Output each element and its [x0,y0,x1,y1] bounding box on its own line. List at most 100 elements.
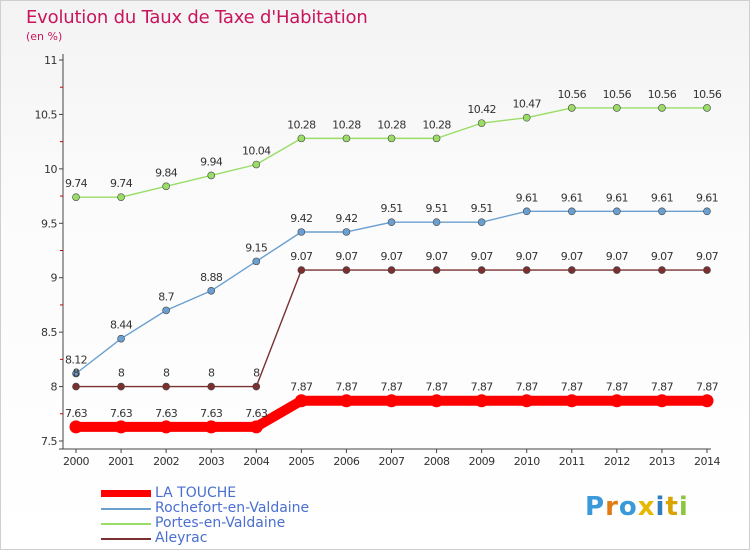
data-label: 9.42 [290,212,312,225]
x-tick-label: 2004 [243,455,269,468]
data-point [297,134,306,143]
y-tick-label: 8 [51,381,58,394]
data-point [162,382,170,391]
data-label: 7.87 [561,381,584,394]
logo-letter: o [618,492,638,522]
data-label: 10.28 [377,118,406,131]
data-label: 9.51 [426,202,448,215]
data-label: 9.51 [380,202,402,215]
data-point [522,266,531,274]
data-label: 7.63 [245,407,268,420]
data-point [162,182,170,191]
data-label: 9.74 [110,177,133,190]
data-point [475,394,489,408]
x-tick-label: 2009 [469,455,495,468]
data-point [522,207,531,216]
data-point [477,119,486,127]
data-label: 7.63 [155,407,178,420]
data-label: 10.56 [603,88,632,101]
data-point [204,420,218,434]
chart-title: Evolution du Taux de Taxe d'Habitation [26,7,368,28]
data-label: 7.87 [335,381,358,394]
x-tick-label: 2003 [198,455,224,468]
data-point [297,228,306,236]
x-tick-label: 2007 [379,455,405,468]
data-label: 8 [73,367,80,380]
y-tick-label: 11 [44,54,57,67]
data-label: 9.61 [561,191,583,204]
proxiti-logo: Proxiti [585,492,689,522]
data-point [385,394,398,408]
data-point [294,394,308,408]
data-label: 9.07 [426,250,449,263]
legend-label: LA TOUCHE [155,485,237,501]
data-point [252,382,261,391]
x-tick-label: 2014 [694,455,720,468]
data-label: 7.87 [651,381,674,394]
data-label: 10.28 [287,118,316,131]
x-tick-label: 2013 [649,455,675,468]
data-label: 9.07 [606,250,629,263]
data-label: 10.56 [558,88,587,101]
data-label: 9.74 [65,177,88,190]
data-label: 7.87 [426,381,449,394]
data-point [477,266,486,274]
data-point [477,218,486,226]
data-point [252,257,261,266]
data-label: 9.07 [471,250,494,263]
data-label: 9.07 [651,250,674,263]
data-point [430,394,444,408]
data-label: 7.87 [471,381,494,394]
data-point [432,218,441,226]
logo-letter: i [655,492,666,522]
y-tick-label: 9.5 [41,217,57,230]
data-label: 7.63 [110,407,133,420]
data-label: 9.61 [606,191,628,204]
data-point [613,266,621,274]
data-point [207,171,216,180]
x-tick-label: 2011 [559,455,585,468]
legend-item: Aleyrac [101,531,309,546]
legend-swatch [101,507,151,510]
data-label: 7.87 [606,381,629,394]
x-tick-label: 2000 [63,455,89,468]
y-tick-label: 10 [44,163,57,176]
data-label: 8.44 [110,319,133,332]
x-tick-label: 2010 [514,455,540,468]
data-point [432,134,441,143]
legend-swatch [101,522,151,525]
y-tick-label: 10.5 [35,108,58,121]
x-tick-label: 2012 [604,455,630,468]
data-label: 9.07 [335,250,358,263]
data-point [610,394,624,408]
data-point [114,420,128,434]
data-point [342,266,351,274]
data-label: 7.63 [65,407,88,420]
data-label: 9.07 [380,250,403,263]
data-label: 8 [253,367,260,380]
chart-subtitle: (en %) [26,30,63,43]
data-label: 10.42 [467,103,496,116]
data-label: 9.51 [471,202,493,215]
data-label: 9.07 [516,250,539,263]
data-point [69,420,83,434]
x-tick-label: 2001 [108,455,134,468]
data-point [72,193,80,201]
data-point [162,306,170,315]
data-label: 9.61 [516,191,538,204]
legend: LA TOUCHE Rochefort-en-Valdaine Portes-en-… [101,486,309,546]
logo-letter: i [678,492,689,522]
data-label: 9.61 [651,191,673,204]
data-point [703,104,711,112]
data-label: 8 [163,367,170,380]
data-label: 8.88 [200,271,223,284]
x-tick-label: 2006 [333,455,359,468]
data-label: 9.94 [200,155,223,168]
data-point [703,266,711,274]
data-label: 7.87 [290,381,313,394]
data-point [700,394,714,408]
data-label: 9.07 [561,250,584,263]
data-point [117,193,125,201]
data-point [655,394,669,408]
